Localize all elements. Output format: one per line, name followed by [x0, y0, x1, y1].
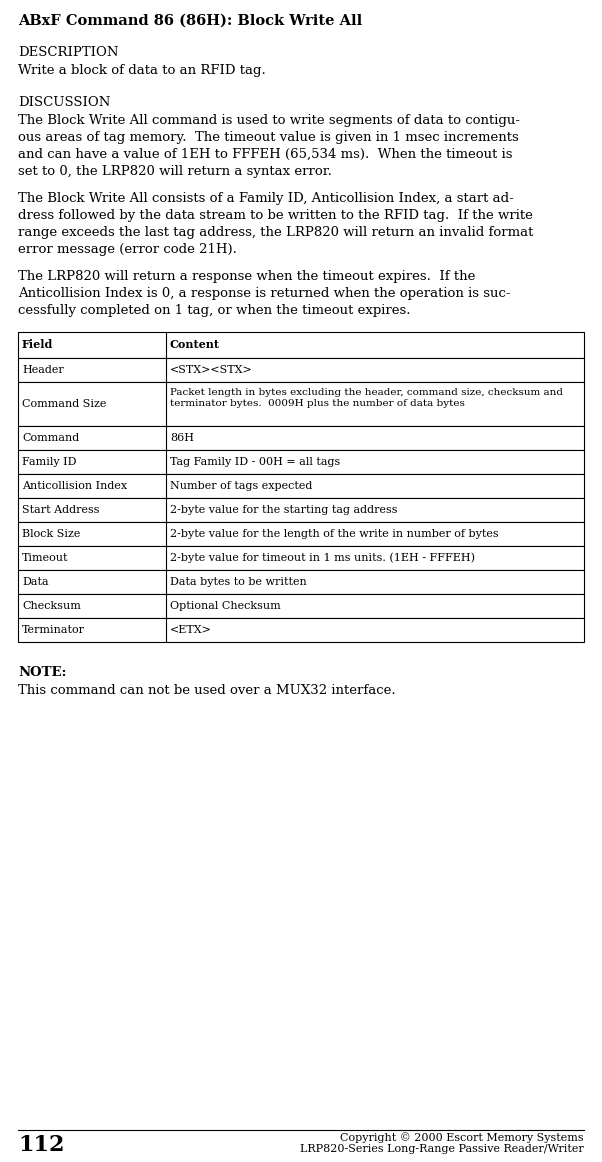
Bar [18, 522, 584, 546]
Text: Header: Header [22, 365, 64, 375]
Bar [18, 618, 584, 641]
Text: Packet length in bytes excluding the header, command size, checksum and
terminat: Packet length in bytes excluding the hea… [170, 388, 563, 409]
Text: Block Size: Block Size [22, 529, 81, 539]
Text: Command Size: Command Size [22, 399, 107, 409]
Bar [18, 450, 584, 474]
Text: LRP820-Series Long-Range Passive Reader/Writer: LRP820-Series Long-Range Passive Reader/… [300, 1145, 584, 1154]
Text: Data bytes to be written: Data bytes to be written [170, 578, 307, 587]
Text: 2-byte value for timeout in 1 ms units. (1EH - FFFEH): 2-byte value for timeout in 1 ms units. … [170, 553, 475, 564]
Text: Checksum: Checksum [22, 601, 81, 611]
Text: The LRP820 will return a response when the timeout expires.  If the
Anticollisio: The LRP820 will return a response when t… [18, 270, 510, 317]
Text: 2-byte value for the length of the write in number of bytes: 2-byte value for the length of the write… [170, 529, 498, 539]
Text: Anticollision Index: Anticollision Index [22, 481, 127, 492]
Bar [18, 382, 584, 426]
Text: DISCUSSION: DISCUSSION [18, 96, 110, 109]
Bar [18, 571, 584, 594]
Text: 2-byte value for the starting tag address: 2-byte value for the starting tag addres… [170, 505, 397, 515]
Bar [18, 358, 584, 382]
Text: Content: Content [170, 339, 220, 351]
Text: <STX><STX>: <STX><STX> [170, 365, 253, 375]
Text: Timeout: Timeout [22, 553, 69, 564]
Text: Field: Field [22, 339, 54, 351]
Text: Write a block of data to an RFID tag.: Write a block of data to an RFID tag. [18, 64, 265, 77]
Text: Command: Command [22, 433, 79, 443]
Text: 112: 112 [18, 1134, 64, 1156]
Text: <ETX>: <ETX> [170, 625, 212, 634]
Text: 86H: 86H [170, 433, 194, 443]
Text: DESCRIPTION: DESCRIPTION [18, 46, 119, 59]
Text: Optional Checksum: Optional Checksum [170, 601, 281, 611]
Text: The Block Write All command is used to write segments of data to contigu-
ous ar: The Block Write All command is used to w… [18, 114, 520, 178]
Text: Data: Data [22, 578, 49, 587]
Bar [18, 474, 584, 498]
Bar [18, 594, 584, 618]
Text: Copyright © 2000 Escort Memory Systems: Copyright © 2000 Escort Memory Systems [340, 1132, 584, 1142]
Text: The Block Write All consists of a Family ID, Anticollision Index, a start ad-
dr: The Block Write All consists of a Family… [18, 192, 533, 256]
Bar [18, 546, 584, 571]
Text: ABxF Command 86 (86H): Block Write All: ABxF Command 86 (86H): Block Write All [18, 14, 362, 28]
Text: This command can not be used over a MUX32 interface.: This command can not be used over a MUX3… [18, 684, 396, 697]
Bar [18, 426, 584, 450]
Bar [18, 498, 584, 522]
Text: Tag Family ID - 00H = all tags: Tag Family ID - 00H = all tags [170, 457, 340, 467]
Bar [18, 332, 584, 358]
Text: Start Address: Start Address [22, 505, 99, 515]
Text: Number of tags expected: Number of tags expected [170, 481, 312, 492]
Text: Family ID: Family ID [22, 457, 76, 467]
Text: NOTE:: NOTE: [18, 666, 66, 679]
Text: Terminator: Terminator [22, 625, 85, 634]
